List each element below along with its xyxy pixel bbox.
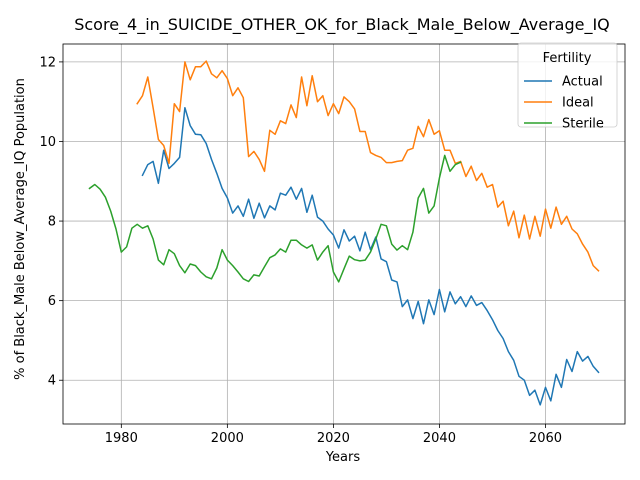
x-tick-label: 1980 [105, 431, 138, 446]
y-tick-label: 6 [48, 294, 56, 309]
legend: Fertility Actual Ideal Sterile [517, 42, 618, 132]
legend-frame [517, 42, 618, 128]
x-axis-title: Years [325, 450, 361, 465]
series-lines [88, 60, 600, 406]
axis-ticks: 1980 2000 2020 2040 2060 4 6 8 10 12 [39, 55, 562, 446]
y-tick-label: 8 [48, 215, 56, 230]
y-axis-title: % of Black_Male Below_Average_IQ Populat… [13, 78, 28, 380]
series-line-actual [141, 106, 600, 406]
y-tick-label: 10 [39, 135, 56, 150]
legend-label-sterile: Sterile [562, 117, 604, 132]
x-tick-label: 2020 [317, 431, 350, 446]
chart-title: Score_4_in_SUICIDE_OTHER_OK_for_Black_Ma… [74, 15, 610, 35]
legend-title: Fertility [543, 51, 592, 66]
series-line-ideal [136, 60, 600, 272]
x-tick-label: 2060 [529, 431, 562, 446]
y-tick-label: 4 [48, 374, 56, 389]
x-tick-label: 2040 [423, 431, 456, 446]
legend-label-ideal: Ideal [562, 96, 594, 111]
y-tick-label: 12 [39, 55, 56, 70]
plot-frame [62, 43, 626, 425]
legend-label-actual: Actual [562, 75, 603, 90]
series-line-sterile [88, 154, 462, 283]
x-tick-label: 2000 [211, 431, 244, 446]
